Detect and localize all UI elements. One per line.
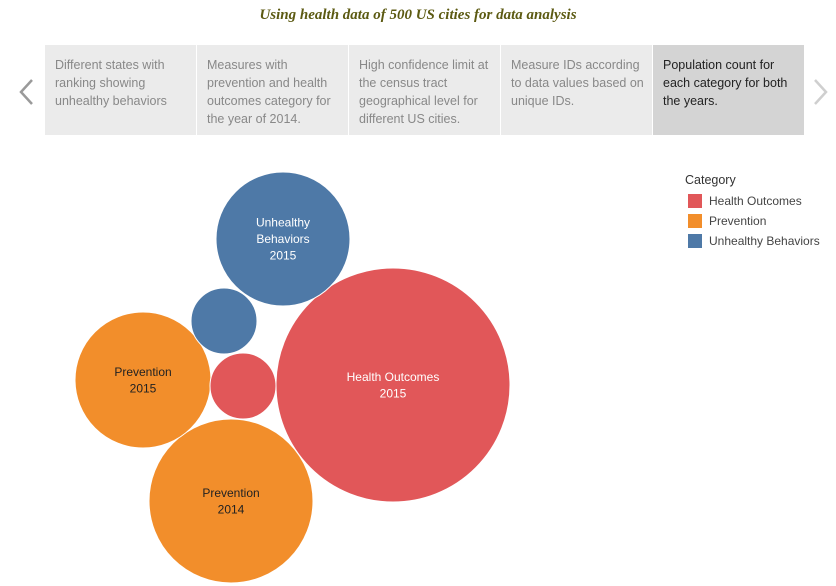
story-points-bar: Different states with ranking showing un… — [45, 45, 805, 135]
story-point-5[interactable]: Population count for each category for b… — [653, 45, 804, 135]
story-point-3[interactable]: High confidence limit at the census trac… — [349, 45, 500, 135]
bubble-label: Unhealthy — [256, 216, 310, 230]
bubble-label: 2014 — [218, 502, 245, 516]
bubble-label: Health Outcomes — [347, 370, 440, 384]
bubble-unhealthy-behaviors-2014[interactable] — [190, 287, 258, 355]
bubble-label: Behaviors — [256, 232, 309, 246]
category-legend: Category Health Outcomes Prevention Unhe… — [685, 173, 820, 251]
bubble-prevention-2015[interactable] — [74, 311, 212, 449]
packed-bubble-chart: Health Outcomes 2015 Prevention 2014 Prevent… — [74, 171, 511, 584]
chevron-right-icon — [814, 79, 828, 105]
bubble-label: 2015 — [380, 386, 407, 400]
legend-item-unhealthy-behaviors[interactable]: Unhealthy Behaviors — [685, 231, 820, 251]
bubble-health-outcomes-2014[interactable] — [209, 352, 277, 420]
story-point-1[interactable]: Different states with ranking showing un… — [45, 45, 196, 135]
bubble-label: 2015 — [270, 249, 297, 263]
legend-swatch — [688, 214, 702, 228]
legend-item-prevention[interactable]: Prevention — [685, 211, 820, 231]
legend-label: Prevention — [709, 214, 767, 228]
bubble-label: 2015 — [130, 381, 157, 395]
dashboard-title: Using health data of 500 US cities for d… — [259, 7, 577, 23]
bubble-label: Prevention — [114, 365, 171, 379]
legend-label: Health Outcomes — [709, 194, 802, 208]
bubble-health-outcomes-2015[interactable] — [275, 267, 511, 503]
legend-title: Category — [685, 173, 736, 187]
legend-item-health-outcomes[interactable]: Health Outcomes — [685, 191, 820, 211]
legend-swatch — [688, 194, 702, 208]
next-story-point-button[interactable] — [805, 72, 835, 112]
bubble-unhealthy-behaviors-2015[interactable] — [215, 171, 351, 307]
previous-story-point-button[interactable] — [12, 72, 42, 112]
bubble-prevention-2014[interactable] — [148, 418, 314, 584]
story-point-2[interactable]: Measures with prevention and health outc… — [197, 45, 348, 135]
chevron-left-icon — [19, 79, 33, 105]
legend-swatch — [688, 234, 702, 248]
story-point-4[interactable]: Measure IDs according to data values bas… — [501, 45, 652, 135]
bubble-label: Prevention — [202, 486, 259, 500]
legend-label: Unhealthy Behaviors — [709, 234, 820, 248]
